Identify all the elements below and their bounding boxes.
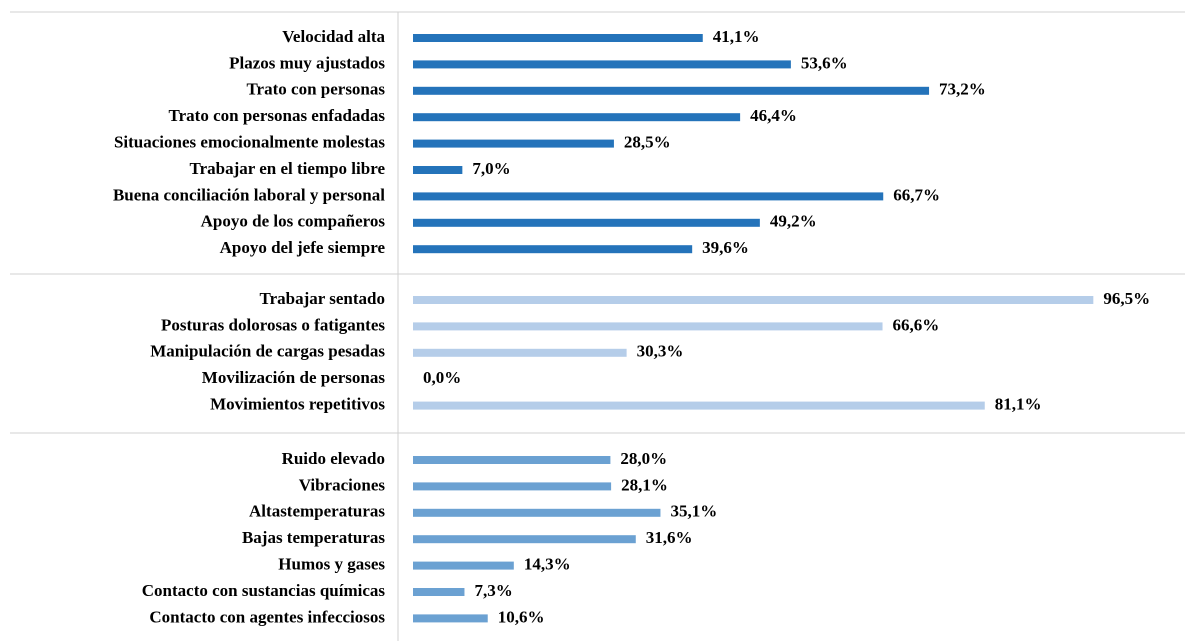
value-label: 49,2% (770, 212, 817, 231)
category-label: Manipulación de cargas pesadas (150, 342, 385, 361)
value-label: 96,5% (1103, 289, 1150, 308)
category-label: Trato con personas enfadadas (169, 106, 386, 125)
bar (413, 482, 612, 491)
bar (413, 192, 884, 201)
value-label: 0,0% (423, 368, 461, 387)
value-label: 66,7% (893, 185, 940, 204)
value-label: 66,6% (893, 315, 940, 334)
category-label: Posturas dolorosas o fatigantes (161, 315, 385, 334)
category-label: Trabajar en el tiempo libre (190, 159, 386, 178)
value-label: 46,4% (750, 106, 797, 125)
value-label: 14,3% (524, 555, 571, 574)
value-label: 28,0% (620, 449, 667, 468)
category-label: Ruido elevado (282, 449, 385, 468)
value-label: 35,1% (670, 502, 717, 521)
value-label: 53,6% (801, 53, 848, 72)
category-label: Humos y gases (278, 555, 385, 574)
value-label: 30,3% (637, 342, 684, 361)
bar (413, 60, 791, 69)
bar (413, 113, 741, 122)
bar (413, 456, 611, 464)
bar (413, 614, 488, 623)
bar (413, 348, 627, 357)
value-label: 41,1% (713, 27, 760, 46)
category-label: Altastemperaturas (249, 502, 385, 521)
bar (413, 401, 985, 410)
bar (413, 218, 760, 227)
category-label: Trabajar sentado (260, 289, 385, 308)
bar (413, 245, 693, 254)
bar (413, 561, 514, 570)
bar (413, 139, 614, 148)
bar (413, 86, 930, 95)
category-label: Buena conciliación laboral y personal (113, 185, 385, 204)
category-label: Apoyo de los compañeros (201, 212, 386, 231)
category-label: Vibraciones (299, 475, 386, 494)
value-label: 28,5% (624, 133, 671, 152)
value-label: 73,2% (939, 80, 986, 99)
category-label: Apoyo del jefe siempre (220, 238, 386, 257)
bar (413, 535, 636, 544)
category-label: Movilización de personas (202, 368, 386, 387)
value-label: 39,6% (702, 238, 749, 257)
category-label: Contacto con sustancias químicas (142, 581, 386, 600)
category-label: Plazos muy ajustados (229, 53, 385, 72)
bar (413, 296, 1094, 304)
category-label: Bajas temperaturas (242, 528, 385, 547)
bar (413, 34, 703, 42)
bar (413, 322, 883, 331)
category-label: Velocidad alta (282, 27, 385, 46)
value-label: 7,0% (472, 159, 510, 178)
category-label: Contacto con agentes infecciosos (149, 607, 385, 626)
bar (413, 588, 465, 596)
value-label: 31,6% (646, 528, 693, 547)
value-label: 10,6% (498, 607, 545, 626)
bar (413, 508, 661, 517)
category-label: Movimientos repetitivos (210, 395, 385, 414)
value-label: 81,1% (995, 395, 1042, 414)
value-label: 7,3% (474, 581, 512, 600)
bar (413, 166, 463, 174)
value-label: 28,1% (621, 475, 668, 494)
category-label: Trato con personas (246, 80, 385, 99)
category-label: Situaciones emocionalmente molestas (114, 133, 385, 152)
